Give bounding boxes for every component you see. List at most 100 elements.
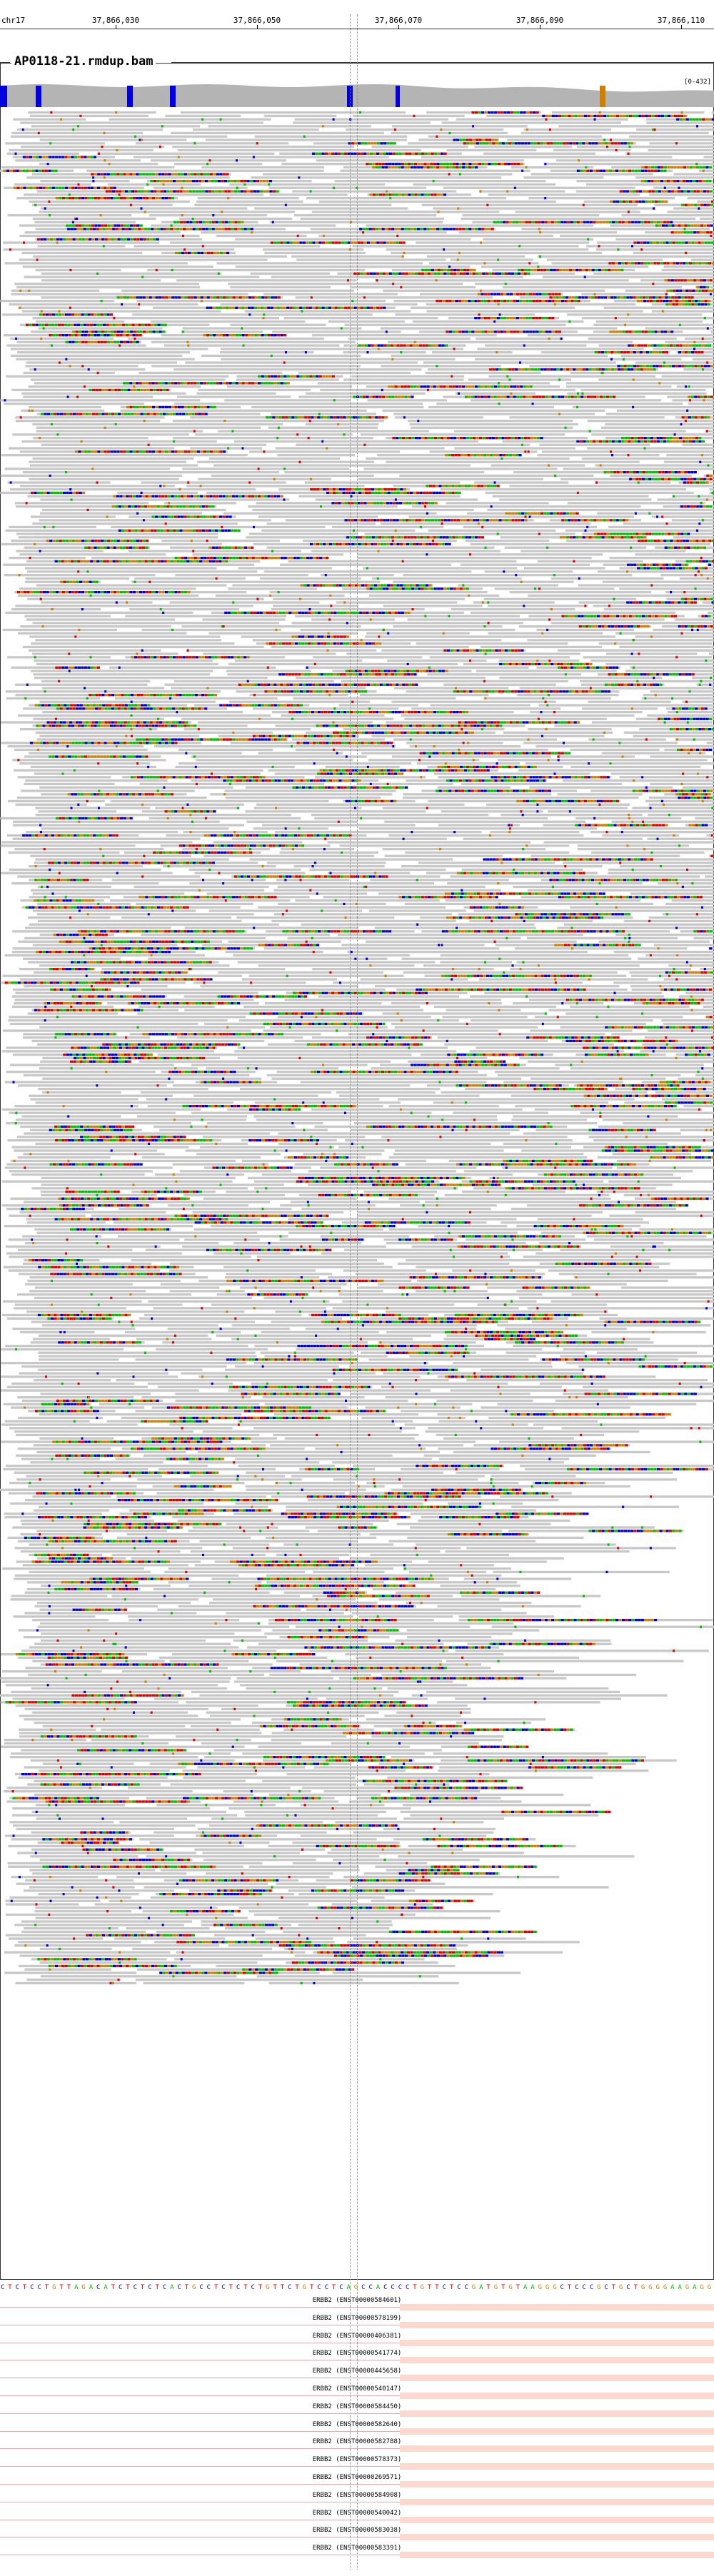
mismatch-base: [574, 395, 577, 398]
mismatch-base: [104, 224, 107, 226]
mismatch-base: [225, 560, 228, 562]
mismatch-base: [82, 224, 85, 226]
mismatch-base: [613, 330, 615, 333]
mismatch-base: [168, 502, 170, 504]
mismatch-base: [614, 642, 616, 645]
mismatch-base: [547, 142, 550, 144]
mismatch-base: [651, 330, 654, 333]
mismatch-base: [604, 471, 607, 473]
mismatch-base: [662, 351, 665, 353]
mismatch-base: [104, 132, 106, 134]
read-alignment: [603, 581, 714, 583]
mismatch-base: [221, 547, 224, 549]
mismatch-base: [700, 625, 703, 627]
mismatch-base: [3, 170, 6, 172]
mismatch-base: [448, 300, 451, 302]
mismatch-base: [673, 300, 675, 302]
mismatch-base: [619, 115, 622, 117]
mismatch-base: [658, 115, 660, 117]
mismatch-base: [58, 560, 61, 562]
mismatch-base: [558, 293, 560, 295]
mismatch-base: [402, 273, 405, 275]
mismatch-base: [656, 567, 659, 569]
mismatch-base: [680, 118, 683, 121]
mismatch-base: [184, 557, 187, 559]
mismatch-base: [401, 193, 404, 196]
mismatch-base: [669, 567, 672, 569]
mismatch-base: [198, 180, 201, 182]
mismatch-base: [478, 313, 481, 315]
read-alignment: [688, 197, 714, 199]
mismatch-base: [91, 547, 94, 549]
mismatch-base: [49, 324, 51, 326]
mismatch-base: [675, 567, 678, 569]
mismatch-base: [353, 642, 356, 645]
read-alignment: [29, 478, 178, 480]
mismatch-base: [55, 560, 58, 562]
mismatch-base: [378, 166, 381, 168]
mismatch-base: [647, 262, 650, 264]
read-alignment: [475, 358, 681, 360]
mismatch-base: [346, 584, 348, 586]
mismatch-base: [251, 231, 253, 233]
mismatch-base: [311, 642, 313, 645]
mismatch-base: [573, 269, 575, 271]
mismatch-base: [686, 481, 689, 483]
read-alignment: [528, 595, 714, 597]
mismatch-base: [206, 540, 208, 542]
mismatch-base: [116, 228, 119, 230]
mismatch-base: [113, 324, 116, 326]
mismatch-base: [657, 437, 660, 439]
mismatch-base: [65, 187, 68, 189]
read-alignment: [234, 440, 478, 443]
mismatch-base: [643, 536, 646, 538]
read-alignment: [369, 595, 499, 597]
mismatch-base: [179, 505, 182, 507]
mismatch-base: [509, 221, 512, 223]
read-alignment: [393, 625, 502, 627]
mismatch-base: [448, 454, 451, 456]
mismatch-base: [516, 395, 519, 398]
mismatch-base: [552, 330, 555, 333]
mismatch-base: [526, 317, 528, 319]
mismatch-base: [676, 180, 679, 182]
mismatch-base: [380, 519, 383, 521]
mismatch-base: [186, 656, 188, 658]
read-alignment: [319, 201, 556, 203]
mismatch-base: [487, 300, 490, 302]
mismatch-base: [386, 241, 389, 243]
mismatch-base: [264, 382, 267, 384]
mismatch-base: [466, 273, 469, 275]
mismatch-base: [39, 591, 42, 593]
mismatch-base: [100, 324, 103, 326]
mismatch-base: [546, 547, 548, 549]
read-alignment: [673, 207, 714, 209]
mismatch-base: [479, 142, 482, 144]
mismatch-base: [387, 632, 389, 635]
mismatch-base: [415, 153, 418, 155]
mismatch-base: [625, 440, 628, 443]
read-alignment: [675, 618, 714, 620]
mismatch-base: [136, 173, 139, 175]
mismatch-base: [62, 197, 65, 199]
mismatch-base: [162, 330, 165, 333]
mismatch-base: [558, 413, 560, 415]
mismatch-base: [493, 519, 496, 521]
mismatch-base: [684, 224, 687, 226]
mismatch-base: [495, 138, 498, 141]
mismatch-base: [26, 156, 29, 158]
mismatch-base: [627, 142, 630, 144]
mismatch-base: [688, 204, 690, 206]
mismatch-base: [668, 471, 671, 473]
mismatch-base: [599, 170, 602, 172]
mismatch-base: [648, 532, 651, 535]
mismatch-base: [144, 420, 146, 422]
mismatch-base: [588, 615, 590, 617]
mismatch-base: [101, 238, 104, 241]
read-alignment: [125, 615, 286, 617]
mismatch-base: [623, 201, 625, 203]
mismatch-base: [650, 221, 653, 223]
mismatch-base: [402, 502, 405, 504]
mismatch-base: [610, 532, 613, 535]
mismatch-base: [474, 300, 477, 302]
